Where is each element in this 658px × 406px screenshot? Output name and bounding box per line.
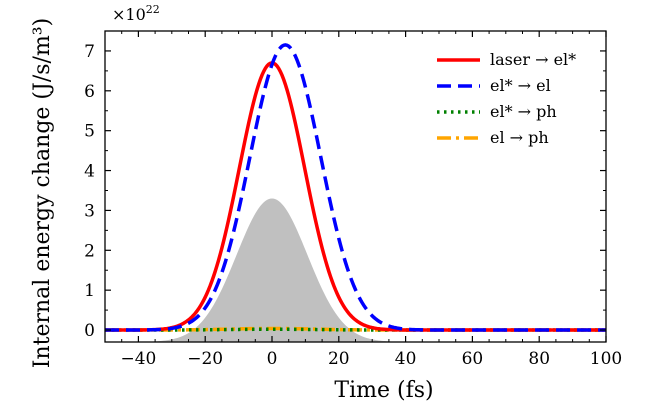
y-multiplier: ×1022: [112, 3, 160, 24]
y-tick-label: 6: [84, 82, 95, 102]
y-tick-label: 5: [84, 122, 95, 142]
y-tick-label: 1: [84, 281, 95, 301]
x-tick-label: 100: [590, 349, 622, 369]
legend-label-1: el* → el: [490, 76, 551, 95]
x-tick-label: 20: [328, 349, 350, 369]
laser-pulse-shading: [105, 198, 606, 342]
y-tick-label: 7: [84, 42, 95, 62]
series-line-1: [105, 43, 606, 332]
legend: laser → el* el* → el el* → ph el → ph: [437, 50, 576, 147]
x-tick-label: 80: [528, 349, 550, 369]
y-tick-label: 2: [84, 241, 95, 261]
x-tick-label: 40: [395, 349, 417, 369]
x-axis-label: Time (fs): [334, 378, 433, 403]
x-tick-label: 60: [462, 349, 484, 369]
legend-label-0: laser → el*: [490, 50, 576, 69]
y-tick-label: 4: [84, 162, 95, 182]
x-tick-label: 0: [267, 349, 278, 369]
y-tick-label: 3: [84, 201, 95, 221]
plot-area: [105, 43, 606, 342]
y-tick-label: 0: [84, 321, 95, 341]
legend-label-3: el → ph: [490, 128, 549, 147]
y-axis-label: Internal energy change (J/s/m³): [30, 18, 55, 368]
x-tick-label: −40: [120, 349, 156, 369]
x-tick-label: −20: [187, 349, 223, 369]
ticks: −40 −20 0 20 40 60 80 100 0 1 2 3 4 5 6 7: [84, 31, 622, 369]
legend-label-2: el* → ph: [490, 102, 557, 121]
